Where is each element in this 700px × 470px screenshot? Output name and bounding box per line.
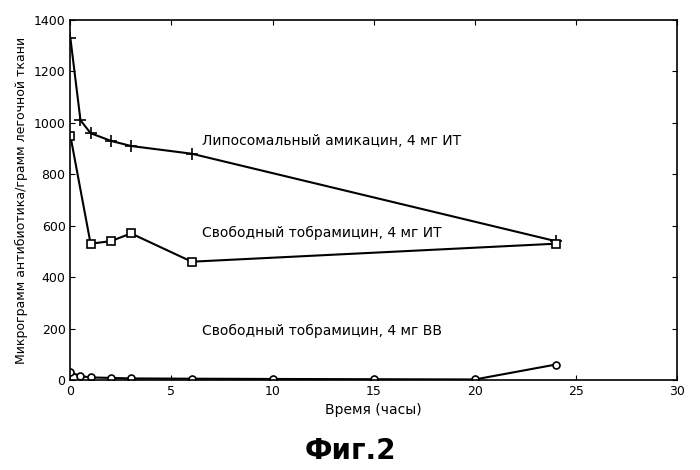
X-axis label: Время (часы): Время (часы)	[326, 403, 422, 417]
Text: Фиг.2: Фиг.2	[304, 437, 395, 465]
Text: Липосомальный амикацин, 4 мг ИТ: Липосомальный амикацин, 4 мг ИТ	[202, 134, 461, 148]
Text: Свободный тобрамицин, 4 мг ВВ: Свободный тобрамицин, 4 мг ВВ	[202, 324, 442, 338]
Y-axis label: Микрограмм антибиотика/грамм легочной ткани: Микрограмм антибиотика/грамм легочной тк…	[15, 37, 28, 364]
Text: Свободный тобрамицин, 4 мг ИТ: Свободный тобрамицин, 4 мг ИТ	[202, 227, 442, 241]
